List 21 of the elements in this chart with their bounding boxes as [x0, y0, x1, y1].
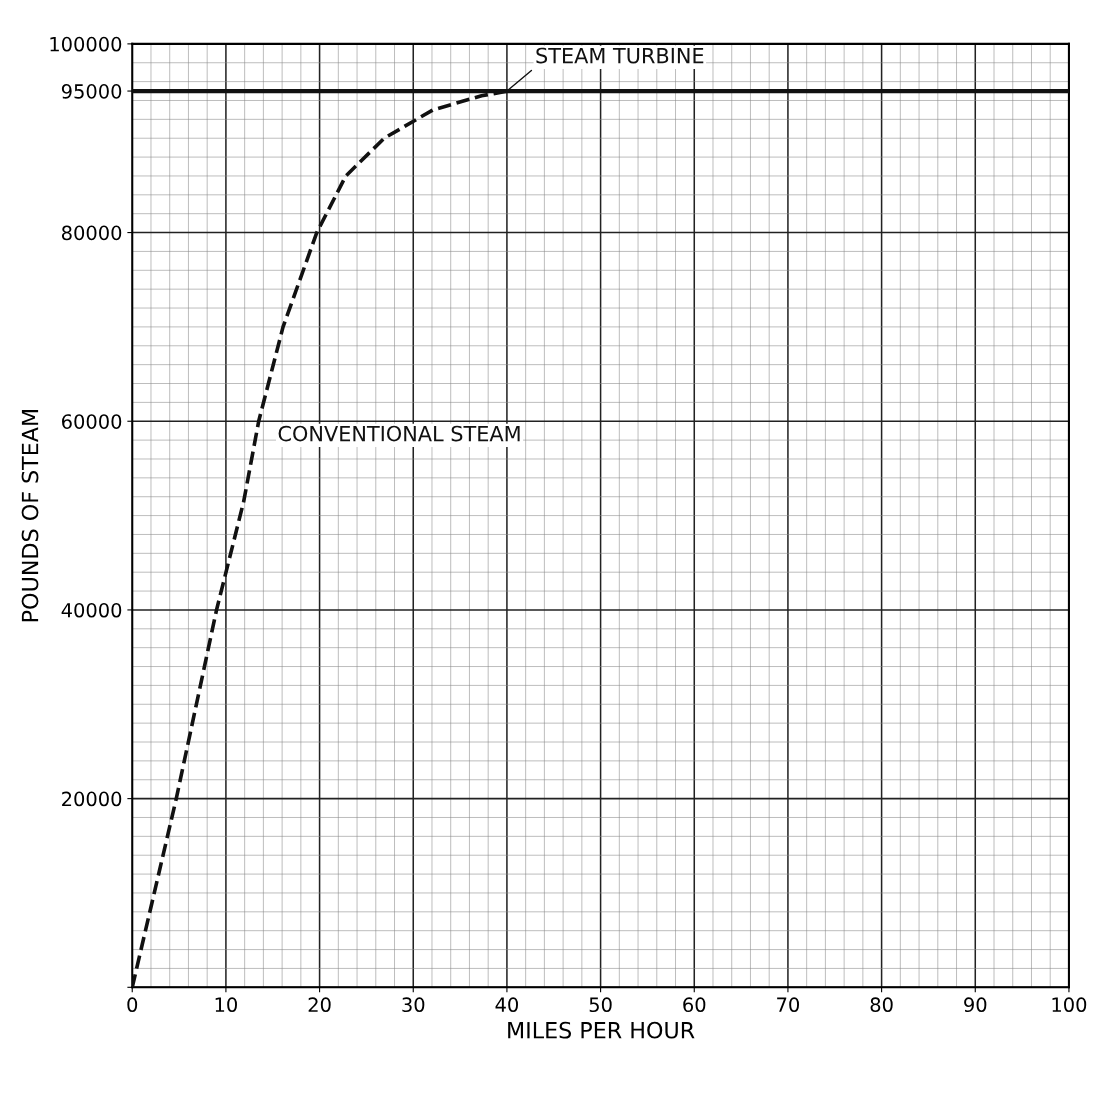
y-tick-label: 20000: [62, 791, 122, 807]
x-tick-label: 80: [870, 997, 893, 1013]
y-tick-label: 40000: [61, 602, 122, 618]
x-tick-label: 70: [777, 997, 800, 1013]
x-tick-label: 0: [127, 997, 138, 1013]
y-tick-label: 100000: [50, 36, 122, 52]
x-tick-label: 30: [402, 997, 425, 1013]
x-tick-label: 90: [964, 997, 987, 1013]
x-tick-label: 60: [683, 997, 706, 1013]
series-label: STEAM TURBINE: [536, 47, 704, 64]
series-label: CONVENTIONAL STEAM: [278, 425, 520, 442]
y-tick-label: 95000: [61, 84, 122, 99]
y-tick-label: 80000: [61, 225, 122, 241]
x-tick-label: 40: [495, 997, 518, 1013]
x-tick-label: 50: [589, 997, 612, 1013]
x-axis-title: MILES PER HOUR: [508, 1021, 695, 1039]
x-tick-label: 100: [1052, 997, 1087, 1013]
y-tick-label: 60000: [62, 414, 122, 429]
y-axis-title: POUNDS OF STEAM: [21, 410, 39, 622]
x-tick-label: 10: [215, 997, 237, 1013]
x-tick-label: 20: [308, 997, 331, 1013]
